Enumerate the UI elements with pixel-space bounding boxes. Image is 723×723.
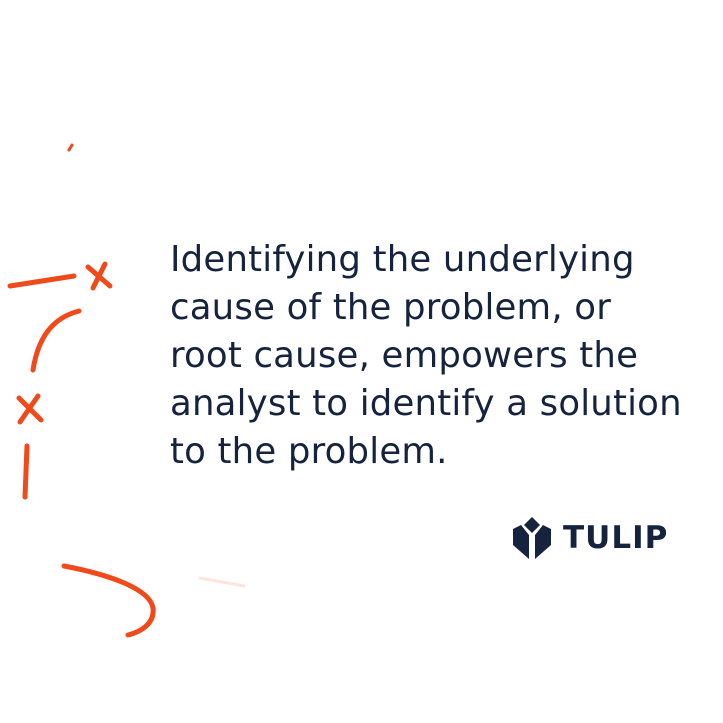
quote-line: root cause, empowers the [170,335,639,376]
quote-line: analyst to identify a solution [170,383,682,424]
tulip-logo-icon [513,517,551,559]
faint-smudge-stroke [198,576,246,588]
vertical-dash-stroke [22,443,30,500]
x-mark-icon [85,261,113,291]
x-mark-icon [16,393,44,425]
dash-stroke [7,273,77,289]
hook-stroke [61,563,156,638]
arc-stroke [30,308,82,373]
brand-logo-lockup: TULIP [513,516,668,560]
quote-text: Identifying the underlying cause of the … [170,236,710,476]
quote-line: cause of the problem, or [170,287,612,328]
quote-line: Identifying the underlying [170,239,635,280]
brand-name: TULIP [563,520,669,556]
tick-mark-icon [67,143,74,152]
quote-line: to the problem. [170,431,448,472]
